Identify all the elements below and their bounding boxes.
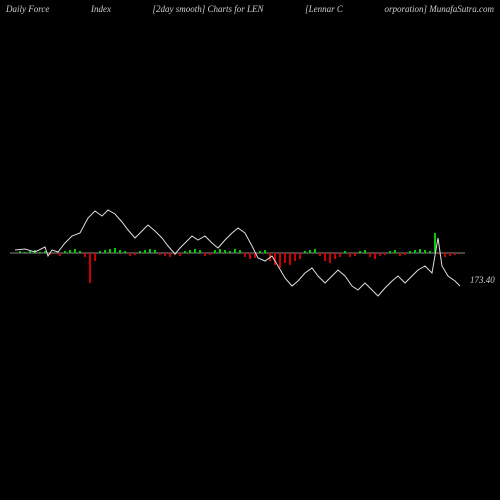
title-middle2: [Lennar C bbox=[305, 4, 343, 14]
title-left2: Index bbox=[91, 4, 111, 14]
svg-text:173.40: 173.40 bbox=[470, 275, 495, 285]
force-index-chart: 173.40 bbox=[0, 18, 500, 498]
chart-title-row: Daily Force Index [2day smooth] Charts f… bbox=[0, 0, 500, 18]
title-middle1: [2day smooth] Charts for LEN bbox=[153, 4, 264, 14]
chart-svg: 173.40 bbox=[0, 18, 500, 498]
title-left1: Daily Force bbox=[6, 4, 49, 14]
title-right: orporation] MunafaSutra.com bbox=[384, 4, 494, 14]
